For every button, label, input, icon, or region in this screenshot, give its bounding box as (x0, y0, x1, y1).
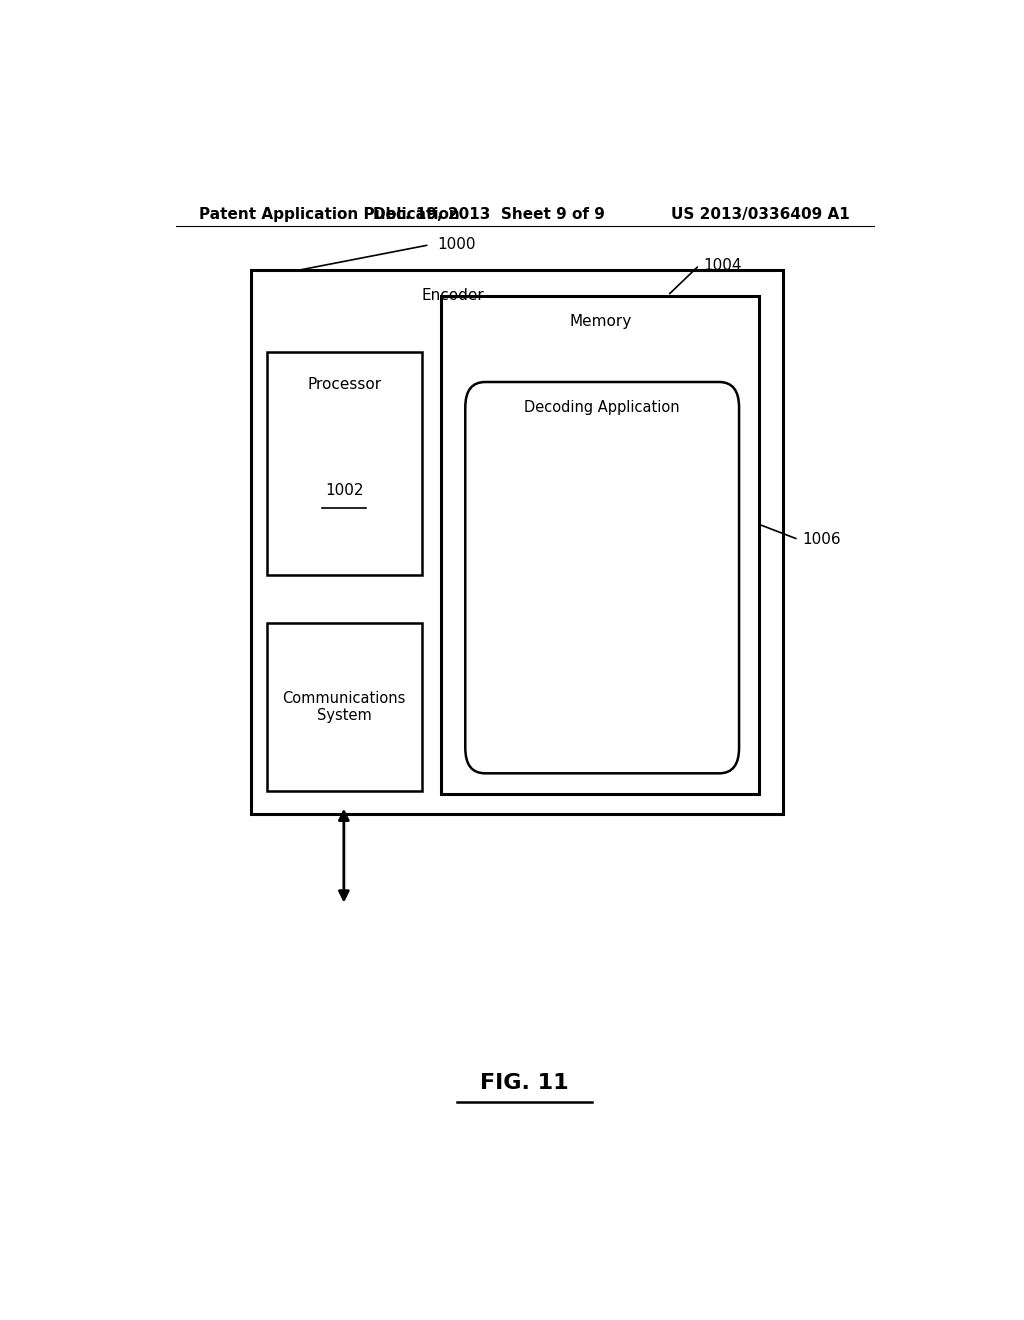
Bar (267, 351, 422, 576)
Text: FIG. 11: FIG. 11 (480, 1073, 569, 1093)
Text: Memory: Memory (569, 314, 632, 329)
Bar (441, 296, 759, 793)
Text: 1006: 1006 (803, 532, 841, 546)
Text: 1004: 1004 (703, 257, 741, 273)
Text: Communications
System: Communications System (283, 690, 406, 723)
Bar (267, 623, 422, 791)
Text: Dec. 19, 2013  Sheet 9 of 9: Dec. 19, 2013 Sheet 9 of 9 (373, 207, 605, 222)
Text: 1002: 1002 (325, 483, 364, 498)
Text: Decoding Application: Decoding Application (524, 400, 680, 416)
Text: Processor: Processor (307, 378, 381, 392)
Bar (251, 271, 782, 814)
Text: US 2013/0336409 A1: US 2013/0336409 A1 (672, 207, 850, 222)
Text: Patent Application Publication: Patent Application Publication (200, 207, 460, 222)
Text: 1000: 1000 (437, 238, 476, 252)
Text: Encoder: Encoder (422, 289, 484, 304)
